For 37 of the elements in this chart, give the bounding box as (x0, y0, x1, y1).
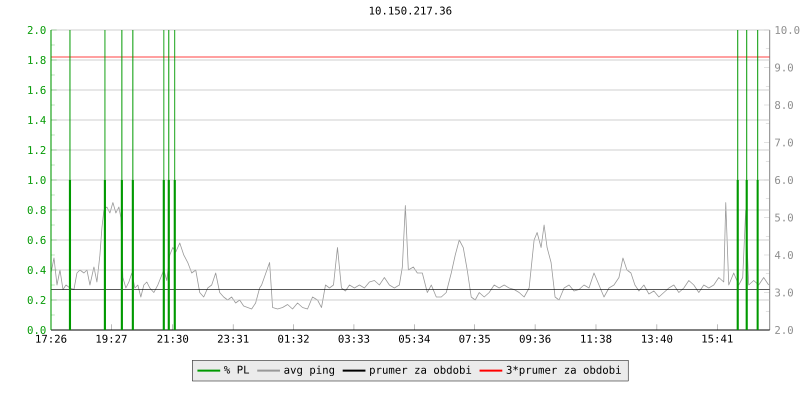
legend-label: prumer za obdobi (370, 366, 472, 376)
y-tick-label: 1.8 (28, 56, 46, 64)
y2-tick-label: 2.0 (775, 326, 793, 334)
y-tick-label: 0.8 (28, 206, 46, 214)
y2-tick-label: 8.0 (775, 100, 793, 110)
y2-tick-label: 5.0 (775, 213, 793, 222)
y-tick-label: 0.2 (28, 296, 46, 304)
y-tick-label: 1.0 (28, 176, 46, 184)
y-tick-label: 1.6 (28, 86, 46, 94)
x-tick-label: 21:30 (158, 334, 188, 343)
y-tick-label: 0.4 (28, 266, 46, 274)
x-tick-label: 13:40 (642, 334, 672, 343)
legend-label: 3*prumer za obdobi (506, 366, 621, 376)
x-tick-label: 05:34 (398, 334, 430, 343)
x-tick-label: 17:26 (36, 334, 66, 343)
x-tick-label: 15:41 (702, 334, 733, 343)
y-tick-label: 0.6 (28, 236, 46, 244)
y2-tick-label: 9.0 (775, 63, 793, 72)
x-tick-label: 23:31 (218, 334, 248, 343)
y2-tick-label: 10.0 (776, 26, 800, 34)
y-tick-label: 1.2 (28, 146, 46, 154)
y2-tick-label: 7.0 (775, 138, 793, 147)
y2-tick-label: 6.0 (775, 176, 793, 184)
x-tick-label: 19:27 (96, 334, 127, 343)
y-tick-label: 0.0 (28, 326, 46, 334)
x-tick-label: 09:36 (520, 334, 550, 343)
y-tick-label: 2.0 (28, 26, 46, 34)
x-tick-label: 03:33 (338, 334, 370, 343)
x-tick-label: 01:32 (278, 334, 309, 343)
y-tick-label: 1.4 (28, 116, 46, 124)
legend-label: % PL (224, 366, 250, 374)
y2-tick-label: 4.0 (774, 250, 793, 260)
chart-title: 10.150.217.36 (370, 6, 452, 15)
x-tick-label: 07:35 (459, 334, 490, 343)
x-tick-label: 11:38 (581, 334, 612, 343)
y2-tick-label: 3.0 (775, 288, 793, 297)
legend-label: avg ping (284, 366, 334, 376)
